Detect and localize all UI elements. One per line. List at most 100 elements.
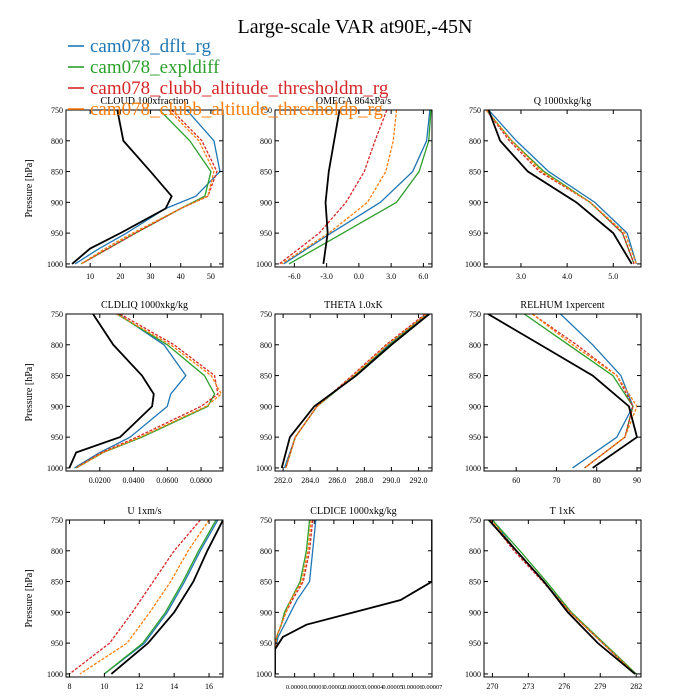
- y-tick-label: 800: [51, 137, 63, 146]
- y-tick-label: 950: [51, 639, 63, 648]
- y-tick-label: 900: [51, 198, 63, 207]
- x-tick-label: 3.0: [386, 272, 396, 281]
- series-line-cam078_clubb_altitude_thresholdm_rg: [278, 110, 388, 265]
- y-tick-label: 950: [260, 229, 272, 238]
- x-tick-label: 284.0: [301, 476, 319, 485]
- y-tick-label: 950: [469, 229, 481, 238]
- y-tick-label: 850: [51, 372, 63, 381]
- series-line-cam078_clubb_altitude_thresholdp_rg: [285, 314, 427, 469]
- y-tick-label: 900: [260, 402, 272, 411]
- x-tick-label: -3.0: [320, 272, 333, 281]
- x-tick-label: 0.0400: [123, 476, 145, 485]
- panel-title: CLDICE 1000xkg/kg: [310, 506, 396, 517]
- plot-frame: [483, 313, 642, 472]
- y-tick-label: 900: [260, 198, 272, 207]
- series-line-reference: [488, 520, 636, 675]
- panel-title: Q 1000xkg/kg: [534, 96, 592, 107]
- series-line-reference: [280, 314, 430, 469]
- y-tick-label: 850: [51, 578, 63, 587]
- series-line-reference: [275, 520, 432, 674]
- x-tick-label: 0.00005: [382, 684, 403, 691]
- y-tick-label: 750: [469, 310, 481, 319]
- series-line-cam078_clubb_altitude_thresholdp_rg: [531, 314, 638, 469]
- y-tick-label: 1000: [47, 670, 63, 679]
- y-tick-label: 900: [51, 402, 63, 411]
- panel-title: THETA 1.0xK: [324, 300, 383, 311]
- x-tick-label: 273: [522, 682, 534, 691]
- panel-9: T 1xK 270 273 276 279 282 750 800 850 900 950 1000: [465, 506, 642, 691]
- x-tick-label: 286.0: [328, 476, 346, 485]
- series-line-cam078_clubb_altitude_thresholdm_rg: [489, 520, 636, 675]
- series-line-cam078_dflt_rg: [103, 520, 219, 675]
- y-tick-label: 1000: [47, 464, 63, 473]
- y-axis-label: Pressure [hPa]: [24, 569, 35, 627]
- legend-entry: cam078_clubb_altitude_thresholdm_rg: [90, 78, 389, 99]
- plot-frame: [274, 313, 433, 472]
- x-tick-label: 60: [512, 476, 520, 485]
- y-tick-label: 850: [260, 168, 272, 177]
- x-tick-label: 8: [67, 682, 71, 691]
- panel-5: THETA 1.0xK 282.0 284.0 286.0 288.0 290.0 292.…: [256, 300, 433, 485]
- series-line-cam078_dflt_rg: [488, 110, 638, 265]
- y-tick-label: 900: [260, 608, 272, 617]
- plot-frame: [65, 109, 224, 268]
- series-line-cam078_clubb_altitude_thresholdp_rg: [275, 520, 312, 674]
- x-tick-label: 292.0: [409, 476, 427, 485]
- panel-title: U 1xm/s: [127, 506, 161, 517]
- x-tick-label: 90: [633, 476, 641, 485]
- series-line-reference: [68, 314, 155, 469]
- series-line-cam078_clubb_altitude_thresholdm_rg: [485, 110, 635, 265]
- panel-title: OMEGA 864xPa/s: [316, 96, 391, 107]
- x-tick-label: 279: [594, 682, 606, 691]
- x-tick-label: 0.00001: [304, 684, 325, 691]
- series-line-cam078_expldiff: [491, 520, 637, 675]
- series-line-reference: [110, 520, 223, 675]
- y-tick-label: 850: [469, 372, 481, 381]
- series-line-cam078_clubb_altitude_thresholdm_rg: [285, 314, 426, 469]
- x-tick-label: 20: [116, 272, 124, 281]
- x-tick-label: 40: [177, 272, 185, 281]
- series-line-cam078_expldiff: [523, 314, 634, 469]
- y-tick-label: 800: [260, 341, 272, 350]
- y-tick-label: 900: [469, 198, 481, 207]
- y-tick-label: 750: [260, 310, 272, 319]
- x-tick-label: 10: [86, 272, 94, 281]
- series-line-reference: [487, 110, 633, 265]
- series-line-cam078_clubb_altitude_thresholdm_rg: [531, 314, 634, 469]
- panel-title: CLOUD 100xfraction: [100, 96, 188, 107]
- series-line-cam078_dflt_rg: [74, 314, 187, 469]
- series-line-cam078_clubb_altitude_thresholdp_rg: [80, 110, 215, 265]
- y-tick-label: 1000: [256, 260, 272, 269]
- x-tick-label: 14: [170, 682, 178, 691]
- series-line-cam078_expldiff: [103, 520, 217, 675]
- x-tick-label: 5.0: [608, 272, 618, 281]
- panel-title: CLDLIQ 1000xkg/kg: [101, 300, 188, 311]
- y-tick-label: 900: [51, 608, 63, 617]
- x-tick-label: 0.00004: [363, 684, 385, 691]
- y-tick-label: 750: [469, 516, 481, 525]
- y-axis-label: Pressure [hPa]: [24, 363, 35, 421]
- x-tick-label: 282: [630, 682, 642, 691]
- series-line-reference: [322, 110, 341, 265]
- y-tick-label: 750: [260, 516, 272, 525]
- y-tick-label: 1000: [465, 260, 481, 269]
- y-tick-label: 800: [51, 341, 63, 350]
- series-line-reference: [71, 110, 173, 265]
- y-tick-label: 800: [469, 547, 481, 556]
- y-tick-label: 750: [51, 106, 63, 115]
- plot-frame: [483, 109, 642, 268]
- plot-frame: [65, 519, 224, 678]
- x-tick-label: -6.0: [288, 272, 301, 281]
- series-line-cam078_clubb_altitude_thresholdp_rg: [79, 520, 210, 675]
- y-tick-label: 800: [469, 341, 481, 350]
- y-tick-label: 750: [469, 106, 481, 115]
- x-tick-label: 288.0: [355, 476, 373, 485]
- legend-entry: cam078_dflt_rg: [90, 36, 212, 57]
- y-tick-label: 950: [260, 433, 272, 442]
- x-tick-label: 3.0: [516, 272, 526, 281]
- plot-frame: [274, 109, 433, 268]
- y-tick-label: 900: [469, 608, 481, 617]
- y-tick-label: 950: [469, 433, 481, 442]
- y-tick-label: 850: [51, 168, 63, 177]
